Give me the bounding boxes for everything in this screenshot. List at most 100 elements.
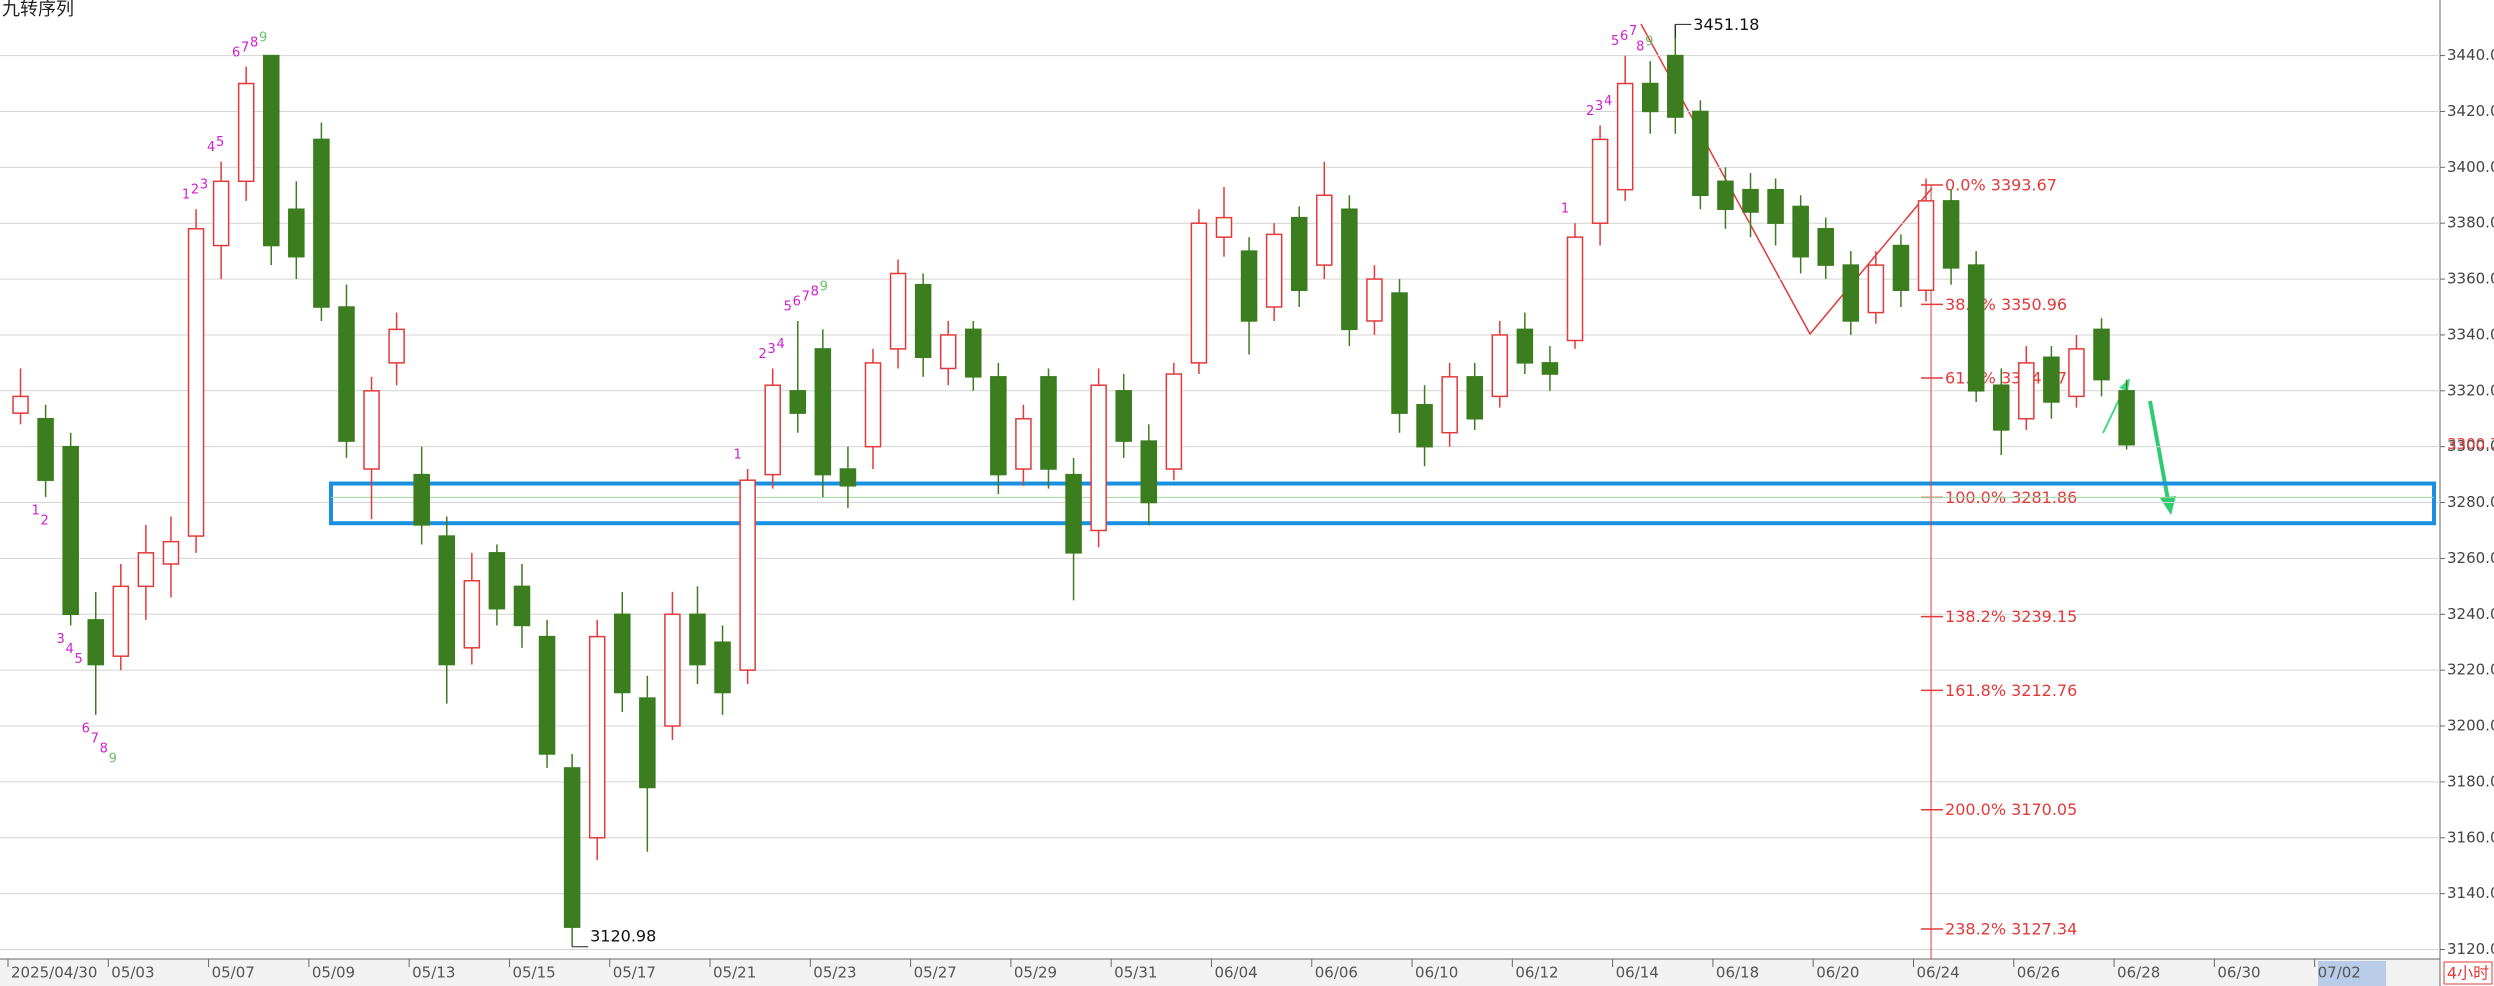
candle-body <box>1115 390 1132 442</box>
x-axis-band <box>0 959 2440 986</box>
td-number: 2 <box>1586 104 1594 119</box>
period-label: 4小时 <box>2447 964 2489 983</box>
candle-body <box>1015 417 1032 470</box>
x-tick-label: 06/20 <box>1816 964 1859 982</box>
candle-body <box>613 613 631 694</box>
y-tick-label: 3140.0 <box>2447 884 2494 902</box>
candle-body <box>1391 292 1408 414</box>
fib-label: 161.8% 3212.76 <box>1945 681 2077 700</box>
candle-body <box>1491 334 1509 398</box>
td-number: 6 <box>793 294 801 309</box>
y-tick-label: 3260.0 <box>2447 549 2494 567</box>
td-number: 1 <box>1561 202 1569 217</box>
chart-title: 九转序列 <box>2 0 74 20</box>
x-tick-label: 05/07 <box>212 964 255 982</box>
candle-body <box>438 535 456 666</box>
candle-body <box>1792 205 1809 258</box>
candle-body <box>1967 264 1985 392</box>
y-tick-label: 3280.0 <box>2447 493 2494 511</box>
x-tick-label: 05/23 <box>813 964 856 982</box>
td-number: 7 <box>91 731 99 746</box>
candle-body <box>1867 264 1885 314</box>
fib-label: 200.0% 3170.05 <box>1945 800 2077 819</box>
y-tick-label: 3400.0 <box>2447 158 2494 176</box>
candle-body <box>187 228 205 537</box>
candle-body <box>1692 110 1709 197</box>
candle-body <box>1541 362 1559 375</box>
y-tick-label: 3340.0 <box>2447 325 2494 343</box>
td-number: 4 <box>66 642 74 657</box>
x-tick-label: 05/29 <box>1014 964 1057 982</box>
candle-body <box>413 473 430 526</box>
candle-body <box>1416 404 1433 448</box>
x-tick-label: 06/04 <box>1214 964 1257 982</box>
candle-body <box>839 468 857 487</box>
td-number: 5 <box>1611 34 1619 49</box>
x-tick-label: 05/27 <box>914 964 957 982</box>
y-tick-label: 3200.0 <box>2447 717 2494 735</box>
candle-body <box>588 635 606 839</box>
td-number: 7 <box>241 40 249 55</box>
candle-body <box>664 613 681 727</box>
candle-body <box>12 395 29 414</box>
td-number: 6 <box>82 721 90 736</box>
candle-body <box>237 82 255 183</box>
x-tick-label: 05/13 <box>412 964 455 982</box>
candle-body <box>714 641 731 694</box>
x-tick-label: 06/14 <box>1616 964 1659 982</box>
candle-body <box>1817 228 1835 266</box>
candle-body <box>689 613 706 666</box>
td-number: 6 <box>232 45 240 60</box>
fib-label: 38.2% 3350.96 <box>1945 295 2067 314</box>
candle-body <box>2043 356 2060 403</box>
candle-body <box>939 334 957 370</box>
td-number: 3 <box>768 342 776 357</box>
candle-body <box>1917 200 1935 291</box>
td-number: 8 <box>811 284 819 299</box>
td-number: 8 <box>100 741 108 756</box>
x-tick-label: 07/02 <box>2318 964 2361 982</box>
x-tick-label: 06/18 <box>1716 964 1759 982</box>
candle-body <box>1742 188 1759 213</box>
td-number: 9 <box>820 279 828 294</box>
candle-body <box>1290 216 1308 291</box>
candle-body <box>62 445 79 616</box>
candle-body <box>388 328 405 364</box>
candle-body <box>864 362 882 448</box>
candle-body <box>37 417 54 481</box>
td-number: 5 <box>75 652 83 667</box>
fib-label: 238.2% 3127.34 <box>1945 919 2077 938</box>
td-number: 3 <box>200 178 208 193</box>
candle-body <box>1190 222 1208 364</box>
candle-body <box>789 390 807 414</box>
candle-body <box>313 138 330 308</box>
candle-body <box>87 619 105 666</box>
x-tick-label: 06/12 <box>1515 964 1558 982</box>
last-price-label: 3300.7 <box>2447 435 2494 453</box>
candle-body <box>1341 208 1358 331</box>
candle-body <box>1566 236 1584 342</box>
candle-body <box>262 54 280 247</box>
candle-body <box>2018 362 2035 420</box>
candle-body <box>739 479 756 671</box>
candle-body <box>1842 264 1860 322</box>
candle-body <box>212 180 230 247</box>
high-label: 3451.18 <box>1693 15 1759 34</box>
candle-body <box>1717 180 1734 210</box>
x-tick-label: 06/28 <box>2117 964 2160 982</box>
candle-body <box>1040 376 1057 470</box>
y-tick-label: 3360.0 <box>2447 270 2494 288</box>
y-tick-label: 3160.0 <box>2447 828 2494 846</box>
candle-body <box>990 376 1007 476</box>
candle-body <box>965 328 982 378</box>
candle-body <box>889 272 907 350</box>
td-number: 5 <box>784 299 792 314</box>
x-axis-highlight <box>2318 961 2386 986</box>
candle-body <box>1441 376 1458 434</box>
candle-body <box>639 697 656 789</box>
candle-body <box>1366 278 1383 322</box>
candle-body <box>2093 328 2110 381</box>
td-number: 9 <box>259 30 267 45</box>
td-number: 7 <box>802 289 810 304</box>
